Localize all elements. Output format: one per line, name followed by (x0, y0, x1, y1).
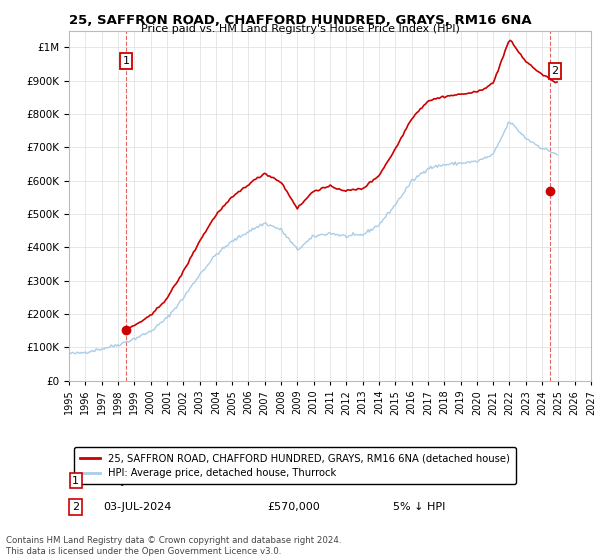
Text: 1: 1 (72, 475, 79, 486)
Text: 35% ↑ HPI: 35% ↑ HPI (392, 475, 452, 486)
Text: £153,750: £153,750 (268, 475, 320, 486)
Text: 26-JUN-1998: 26-JUN-1998 (103, 475, 174, 486)
Text: 03-JUL-2024: 03-JUL-2024 (103, 502, 172, 512)
Legend: 25, SAFFRON ROAD, CHAFFORD HUNDRED, GRAYS, RM16 6NA (detached house), HPI: Avera: 25, SAFFRON ROAD, CHAFFORD HUNDRED, GRAY… (74, 447, 516, 484)
Text: Price paid vs. HM Land Registry's House Price Index (HPI): Price paid vs. HM Land Registry's House … (140, 24, 460, 34)
Text: 2: 2 (551, 66, 559, 76)
Text: 25, SAFFRON ROAD, CHAFFORD HUNDRED, GRAYS, RM16 6NA: 25, SAFFRON ROAD, CHAFFORD HUNDRED, GRAY… (68, 14, 532, 27)
Text: 2: 2 (72, 502, 79, 512)
Text: £570,000: £570,000 (268, 502, 320, 512)
Text: 5% ↓ HPI: 5% ↓ HPI (392, 502, 445, 512)
Text: 1: 1 (122, 56, 130, 66)
Text: Contains HM Land Registry data © Crown copyright and database right 2024.
This d: Contains HM Land Registry data © Crown c… (6, 536, 341, 556)
